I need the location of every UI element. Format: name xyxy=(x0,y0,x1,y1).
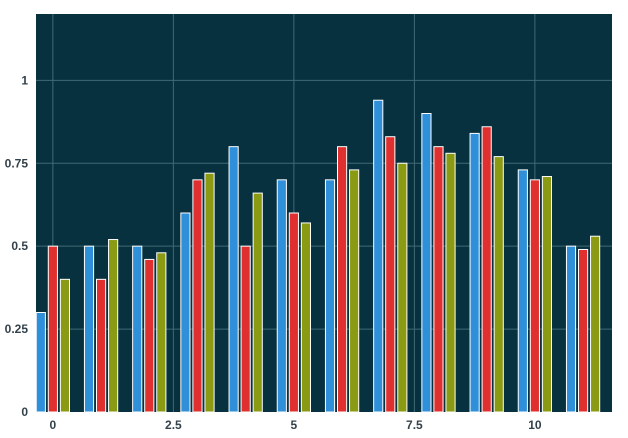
bar xyxy=(421,113,432,413)
bar xyxy=(288,212,299,413)
bar xyxy=(469,132,480,413)
bar xyxy=(529,179,540,413)
y-tick-label: 0 xyxy=(21,405,28,419)
bar xyxy=(324,179,336,413)
bar xyxy=(95,278,107,413)
bar xyxy=(445,152,456,413)
bar xyxy=(541,176,553,413)
bar xyxy=(59,278,70,413)
x-tick-label: 7.5 xyxy=(406,418,423,432)
x-tick-label: 5 xyxy=(291,418,298,432)
bar xyxy=(276,179,287,413)
bar xyxy=(83,245,95,413)
bar xyxy=(373,99,384,413)
bar xyxy=(433,146,444,413)
y-tick-label: 0.75 xyxy=(5,156,29,170)
bar xyxy=(228,146,239,413)
bar xyxy=(47,245,58,413)
bar xyxy=(565,245,577,413)
bar xyxy=(108,239,119,413)
bar xyxy=(590,235,601,413)
bar xyxy=(578,248,589,413)
bar xyxy=(481,126,492,413)
bar xyxy=(349,169,360,413)
bar xyxy=(517,169,528,413)
bar xyxy=(132,245,143,413)
bar xyxy=(336,146,348,413)
bar xyxy=(144,258,155,413)
x-tick-label: 2.5 xyxy=(165,418,182,432)
bar xyxy=(385,136,396,413)
y-tick-label: 0.25 xyxy=(5,322,29,336)
bar xyxy=(156,252,167,413)
bar xyxy=(240,245,251,413)
tick-labels: 0 2.5 5 7.5 10 0 0.25 0.5 0.75 1 xyxy=(5,73,542,432)
x-tick-label: 10 xyxy=(528,418,542,432)
bar xyxy=(35,312,46,413)
bar xyxy=(204,172,215,413)
bar xyxy=(180,212,191,413)
y-tick-label: 0.5 xyxy=(11,239,28,253)
bar xyxy=(252,192,263,413)
bars xyxy=(35,99,601,413)
bar xyxy=(192,179,203,413)
bar xyxy=(493,156,504,413)
bar xyxy=(300,222,312,413)
x-tick-label: 0 xyxy=(50,418,57,432)
y-tick-label: 1 xyxy=(21,73,28,87)
bar xyxy=(397,162,408,413)
